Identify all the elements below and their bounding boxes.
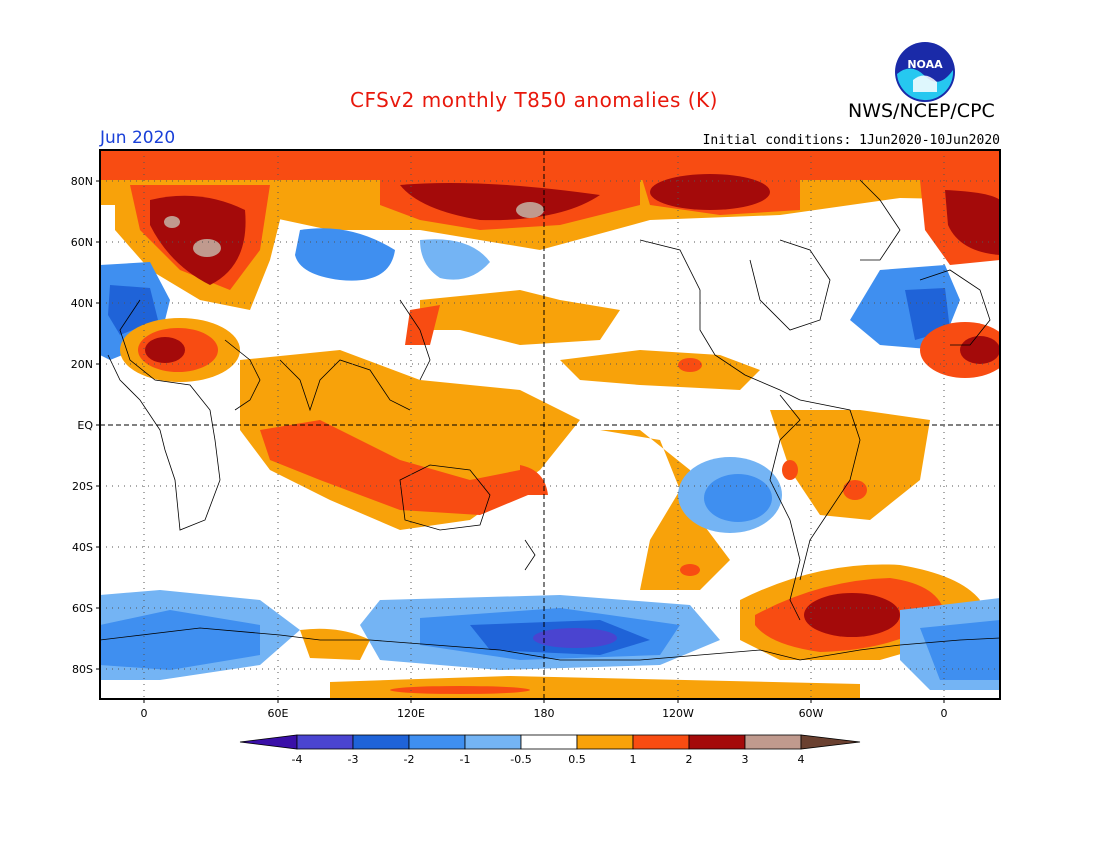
colorbar: -4 -3 -2 -1 -0.5 0.5 1 2 3 4	[239, 734, 861, 766]
europe-max-2	[164, 216, 180, 228]
lon-label: 0	[941, 707, 948, 720]
lat-label: 40N	[71, 297, 93, 310]
sp-red-spot	[680, 564, 700, 576]
so-cold-central-deep	[533, 628, 617, 648]
map-title: CFSv2 monthly T850 anomalies (K)	[350, 88, 718, 112]
north-america-west-coast	[639, 239, 801, 401]
colorbar-swatch	[408, 734, 466, 750]
lat-label: 80N	[71, 175, 93, 188]
so-cold-west-core	[100, 610, 260, 670]
noaa-logo-text: NOAA	[907, 58, 943, 71]
lon-label: 60E	[268, 707, 289, 720]
colorbar-label: 3	[742, 753, 749, 766]
colorbar-label: 2	[686, 753, 693, 766]
south-america-west-coast	[769, 394, 801, 621]
colorbar-swatch	[632, 734, 690, 750]
lat-label: 60N	[71, 236, 93, 249]
colorbar-label: -2	[404, 753, 415, 766]
so-cold-east-core	[920, 620, 1000, 680]
east-asia-coast	[399, 299, 431, 381]
europe-darkred-wrap	[945, 190, 1000, 255]
europe-coast-wrap	[919, 269, 991, 346]
colorbar-swatch	[464, 734, 522, 750]
lat-label: 20N	[71, 358, 93, 371]
antarctic-warm-1	[300, 628, 370, 660]
s-america-orange	[770, 410, 930, 520]
tropical-pacific-orange	[560, 350, 760, 390]
latitude-labels: 80N 60N 40N 20N EQ 20S 40S 60S 80S	[71, 175, 94, 676]
sp-orange-band	[600, 430, 730, 590]
s-atlantic-red	[843, 480, 867, 500]
central-asia-cold	[295, 228, 395, 281]
colorbar-swatch	[296, 734, 354, 750]
sahara-darkred	[145, 337, 185, 363]
colorbar-right-arrow	[800, 734, 861, 750]
siberia-darkred	[400, 182, 600, 221]
colorbar-left-arrow	[239, 734, 298, 750]
map-gridlines	[100, 150, 1000, 699]
se-pacific-cold-core	[704, 474, 772, 522]
colorbar-label: -0.5	[510, 753, 531, 766]
lat-label: 80S	[72, 663, 93, 676]
antarctica-coast	[100, 627, 1000, 661]
noaa-logo: NOAA	[893, 40, 957, 104]
north-america-east-coast	[749, 239, 831, 331]
colorbar-swatch	[744, 734, 802, 750]
lon-label: 180	[534, 707, 555, 720]
southern-ocean-darkred	[804, 593, 900, 637]
atlantic-cold-wrap-core	[905, 288, 950, 340]
arctic-warm-band	[100, 150, 1000, 180]
sahara-darkred-wrap	[960, 336, 1000, 364]
initial-conditions-label: Initial conditions: 1Jun2020-10Jun2020	[702, 133, 1000, 148]
new-zealand-coast	[524, 539, 536, 571]
colorbar-swatch	[520, 734, 578, 750]
lon-label: 0	[141, 707, 148, 720]
lat-label: 20S	[72, 480, 93, 493]
colorbar-label: -3	[348, 753, 359, 766]
south-america-east-coast	[799, 399, 861, 581]
australia-coast	[399, 464, 491, 531]
lat-label: 60S	[72, 602, 93, 615]
lon-label: 120W	[662, 707, 694, 720]
lat-label: 40S	[72, 541, 93, 554]
arabia-coast	[224, 339, 261, 411]
coastlines	[100, 179, 1000, 661]
axis-tick-marks	[96, 180, 945, 703]
colorbar-label: 1	[630, 753, 637, 766]
africa-coast	[107, 299, 221, 531]
andes-red	[782, 460, 798, 480]
colorbar-label: 4	[798, 753, 805, 766]
lon-label: 60W	[799, 707, 824, 720]
indian-ocean-red	[260, 420, 540, 515]
colorbar-swatch	[576, 734, 634, 750]
greenland-coast	[859, 179, 901, 261]
month-label: Jun 2020	[100, 128, 176, 148]
agency-label: NWS/NCEP/CPC	[848, 100, 995, 122]
longitude-labels: 0 60E 120E 180 120W 60W 0	[141, 707, 948, 720]
siberia-max	[516, 202, 544, 218]
south-asia-coast	[279, 359, 411, 412]
mongolia-cold	[420, 239, 490, 280]
colorbar-label: -1	[460, 753, 471, 766]
colorbar-label: 0.5	[568, 753, 586, 766]
east-asia-red	[405, 305, 440, 345]
nw-pacific-orange	[420, 290, 620, 345]
arctic-canada-darkred	[650, 174, 770, 210]
colorbar-swatch	[688, 734, 746, 750]
equator-dateline	[100, 150, 1000, 699]
lat-label: EQ	[77, 419, 93, 432]
coral-sea-red	[520, 465, 548, 495]
tropical-pacific-red	[678, 358, 702, 372]
lon-label: 120E	[397, 707, 425, 720]
europe-max	[193, 239, 221, 257]
antarctic-warm-red	[390, 686, 530, 694]
colorbar-label: -4	[292, 753, 303, 766]
colorbar-swatch	[352, 734, 410, 750]
